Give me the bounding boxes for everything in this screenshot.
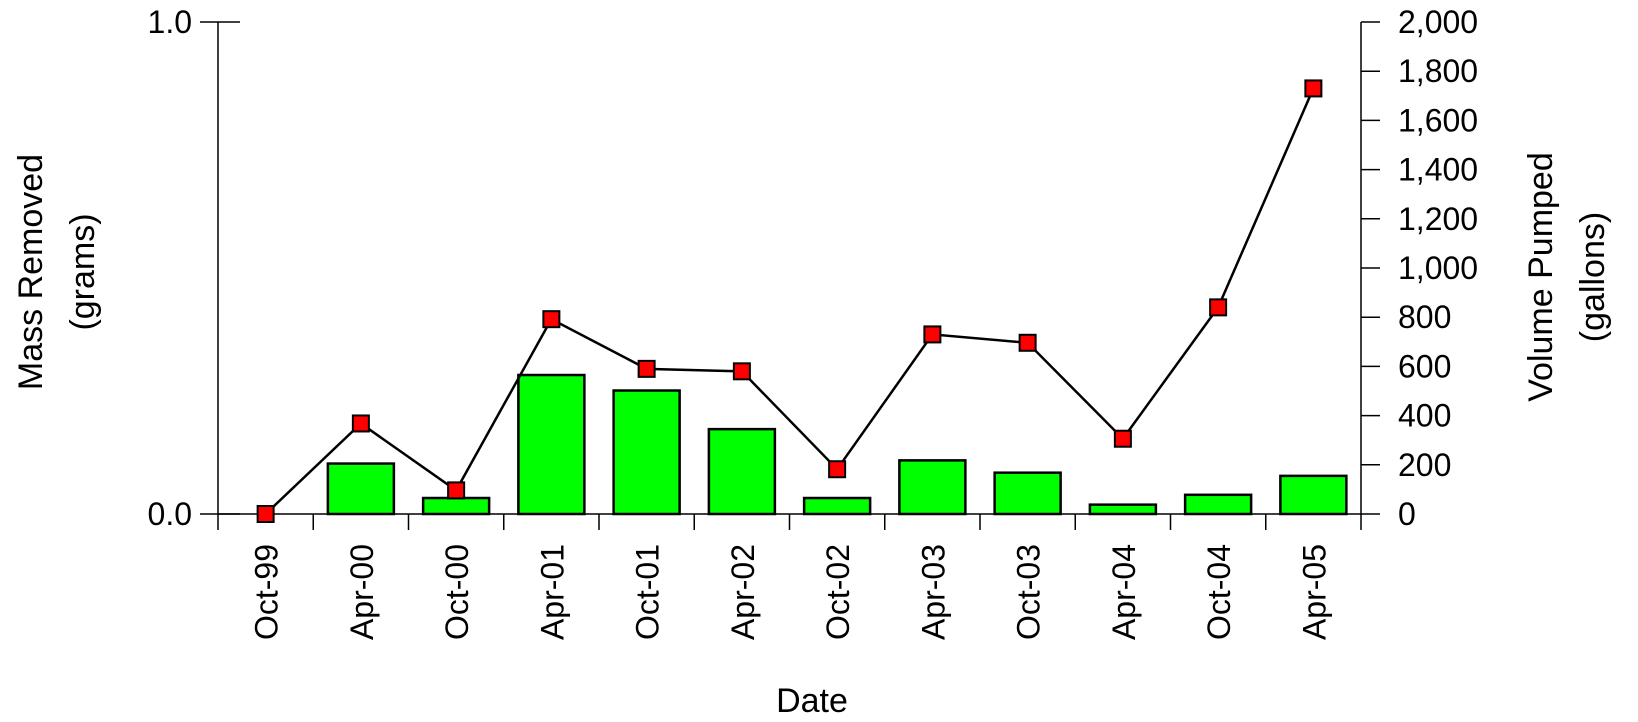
x-axis: Oct-99 Apr-00 Oct-00 Apr-01 Oct-01 Apr-02 Oct-… [217,513,1362,720]
right-tick-label: 400 [1398,398,1451,434]
line-marker [732,362,751,381]
line-marker [923,325,942,344]
line-marker [828,460,847,479]
x-tick-label: Oct-01 [630,544,666,640]
x-tick-label: Oct-99 [249,544,285,640]
x-axis-title: Date [776,682,848,720]
line-marker [637,359,656,378]
left-axis-title-line1: Mass Removed [12,154,50,390]
line-marker [1209,298,1228,317]
right-tick-label: 800 [1398,299,1451,335]
line-marker [447,481,466,500]
x-tick-label: Apr-00 [344,544,380,640]
x-tick-label: Oct-04 [1201,544,1237,640]
x-tick-label: Oct-02 [820,544,856,640]
left-tick-label: 0.0 [148,496,192,532]
bar-series [326,373,1348,516]
x-tick-label: Apr-05 [1296,544,1332,640]
line-marker [1018,333,1037,352]
line-marker [256,505,275,523]
bar [517,373,586,516]
left-axis: 0.0 1.0 Mass Removed (grams) [12,4,240,532]
right-tick-label: 0 [1398,496,1416,532]
series-line [264,87,1315,515]
bar [1279,474,1348,516]
right-tick-label: 2,000 [1398,4,1478,40]
left-axis-title-line2: (grams) [64,213,102,330]
right-tick-label: 1,600 [1398,102,1478,138]
line-marker [542,310,561,329]
bar [802,496,872,516]
right-axis-title-line2: (gallons) [1574,212,1612,342]
x-tick-label: Apr-01 [534,544,570,640]
bar [1088,503,1158,516]
right-tick-label: 1,200 [1398,201,1478,237]
bar [1183,493,1253,516]
bar [326,462,396,516]
x-tick-label: Oct-00 [439,544,475,640]
line-marker [1304,79,1323,98]
bar [993,471,1062,516]
right-axis: 0 200 400 600 800 1,000 1,200 1,400 1,600 1,800 2,… [1360,4,1612,532]
right-tick-label: 1,000 [1398,250,1478,286]
bar [898,459,967,516]
x-tick-label: Apr-03 [915,544,951,640]
line-marker [351,414,370,433]
right-tick-label: 600 [1398,348,1451,384]
line-marker [1113,429,1132,448]
line-series-markers [256,79,1323,523]
bar [421,496,491,516]
bar [612,389,681,516]
right-tick-label: 1,800 [1398,53,1478,89]
x-tick-label: Apr-04 [1106,544,1142,640]
right-axis-title-line1: Volume Pumped [1522,152,1560,402]
right-tick-label: 1,400 [1398,152,1478,188]
x-tick-label: Oct-03 [1011,544,1047,640]
left-tick-label: 1.0 [148,4,192,40]
right-tick-label: 200 [1398,447,1451,483]
bar [707,427,777,516]
x-tick-label: Apr-02 [725,544,761,640]
